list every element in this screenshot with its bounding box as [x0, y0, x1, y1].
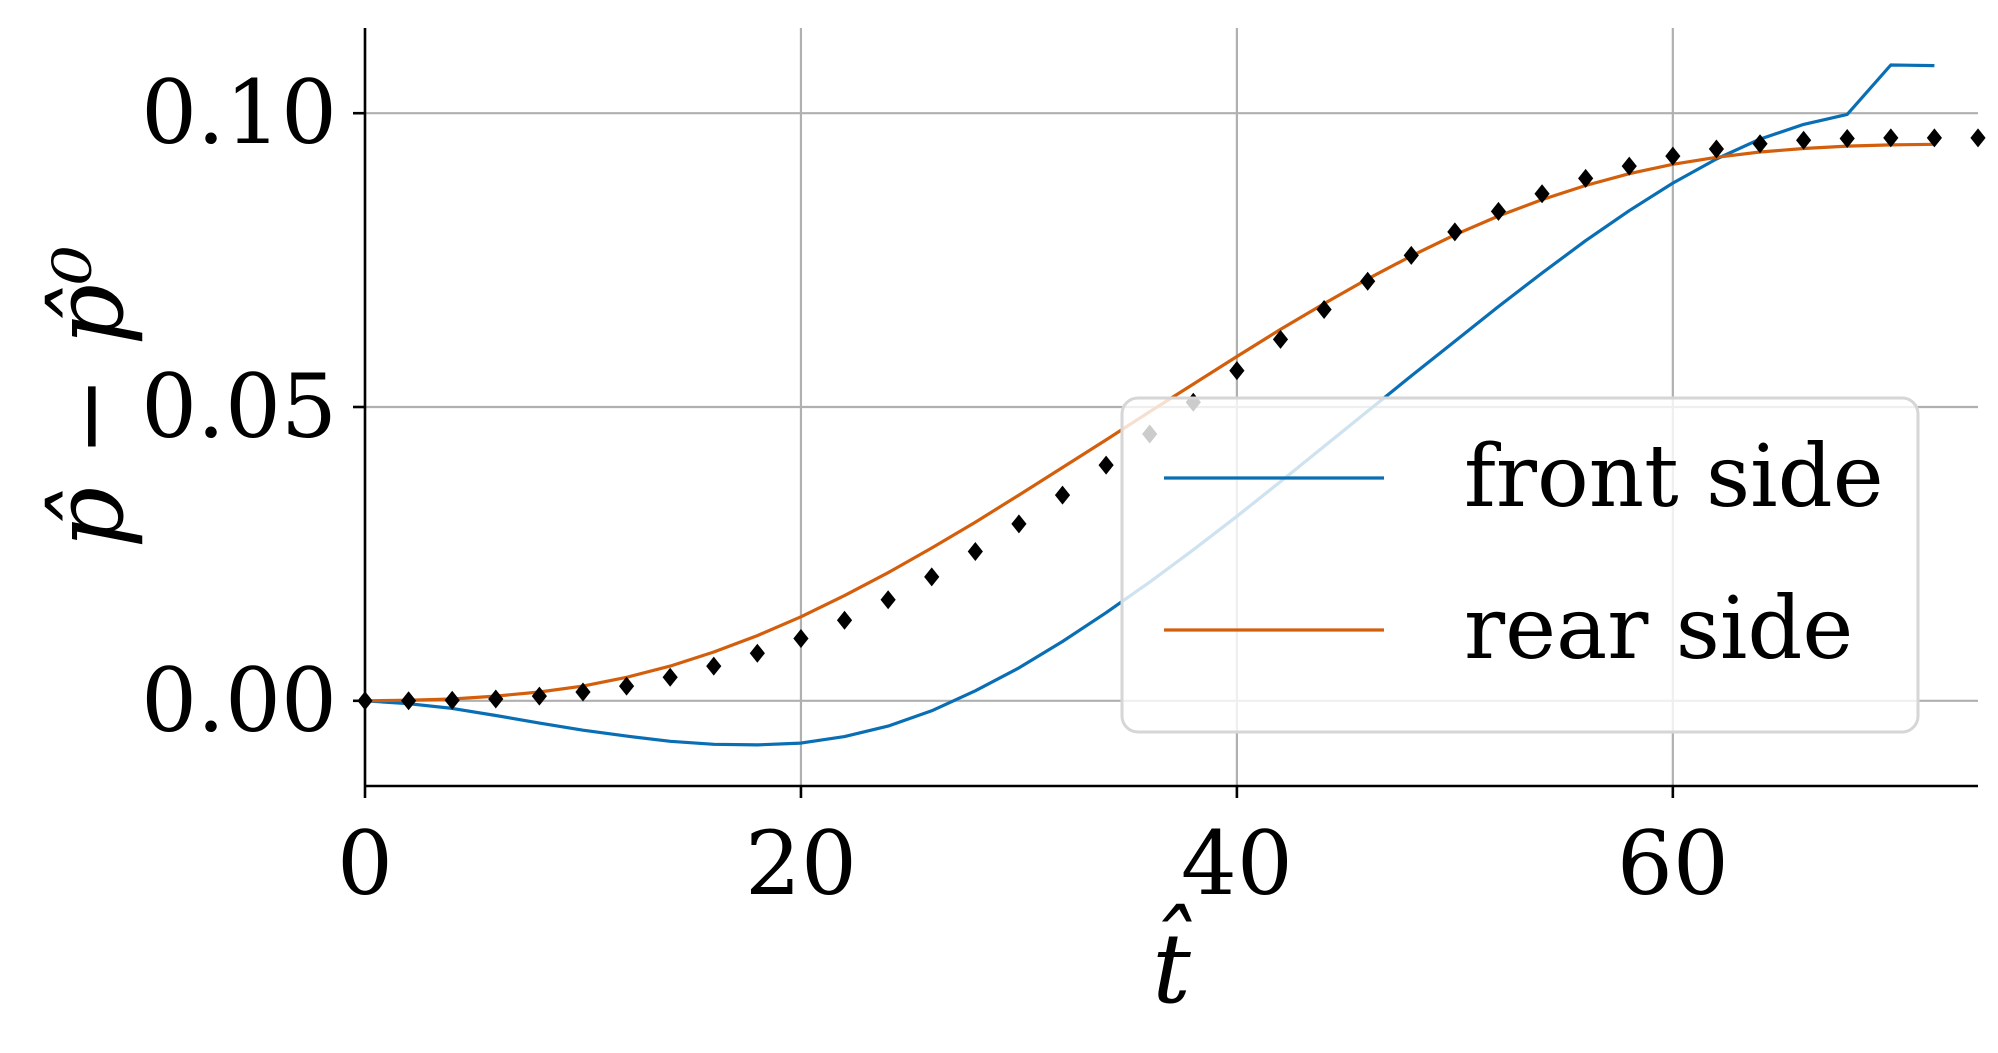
y-tick-label: 0.00: [141, 649, 337, 752]
data-point: [1752, 134, 1768, 154]
data-point: [1098, 455, 1114, 475]
data-point: [1490, 201, 1507, 221]
data-point: [1272, 329, 1289, 349]
data-point: [575, 682, 591, 702]
data-point: [1447, 222, 1463, 242]
data-point: [706, 656, 722, 676]
data-point: [1970, 128, 1986, 148]
data-point: [1578, 168, 1594, 188]
data-point: [618, 676, 635, 696]
axis-ticks: 0 20 40 60 0.00 0.05 0.10: [141, 61, 1729, 915]
x-tick-label: 0: [337, 812, 393, 915]
data-point: [749, 643, 765, 663]
legend-label-rear-side: rear side: [1464, 579, 1853, 679]
data-point: [880, 590, 896, 610]
y-tick-label: 0.05: [141, 355, 337, 458]
data-point: [1229, 361, 1245, 381]
data-point: [488, 689, 504, 709]
data-point: [1534, 184, 1550, 204]
legend-label-front-side: front side: [1464, 427, 1884, 527]
data-point: [1403, 245, 1419, 265]
data-point: [924, 567, 940, 587]
data-point: [444, 690, 460, 710]
data-point: [662, 667, 678, 687]
data-point: [1665, 146, 1681, 166]
y-tick-label: 0.10: [141, 61, 337, 164]
x-tick-label: 60: [1617, 812, 1729, 915]
legend: front side rear side: [1120, 396, 1920, 734]
data-point: [531, 686, 547, 706]
data-point: [1708, 139, 1725, 159]
data-point: [967, 542, 983, 562]
y-axis-label: p̂ − p̂⁰: [33, 246, 145, 549]
data-point: [1621, 156, 1637, 176]
data-point: [400, 691, 417, 711]
x-axis-label: t̂: [1152, 904, 1192, 1025]
legend-box: [1120, 396, 1920, 734]
data-point: [1054, 485, 1071, 505]
data-point: [1011, 514, 1027, 534]
data-point: [1883, 128, 1899, 148]
data-point: [1796, 130, 1812, 150]
x-tick-label: 40: [1181, 812, 1293, 915]
data-point: [1926, 128, 1943, 148]
data-point: [1839, 128, 1855, 148]
x-tick-label: 20: [745, 812, 857, 915]
data-point: [836, 610, 853, 630]
data-point: [793, 629, 809, 649]
data-point: [1360, 271, 1376, 291]
data-point: [1316, 299, 1332, 319]
